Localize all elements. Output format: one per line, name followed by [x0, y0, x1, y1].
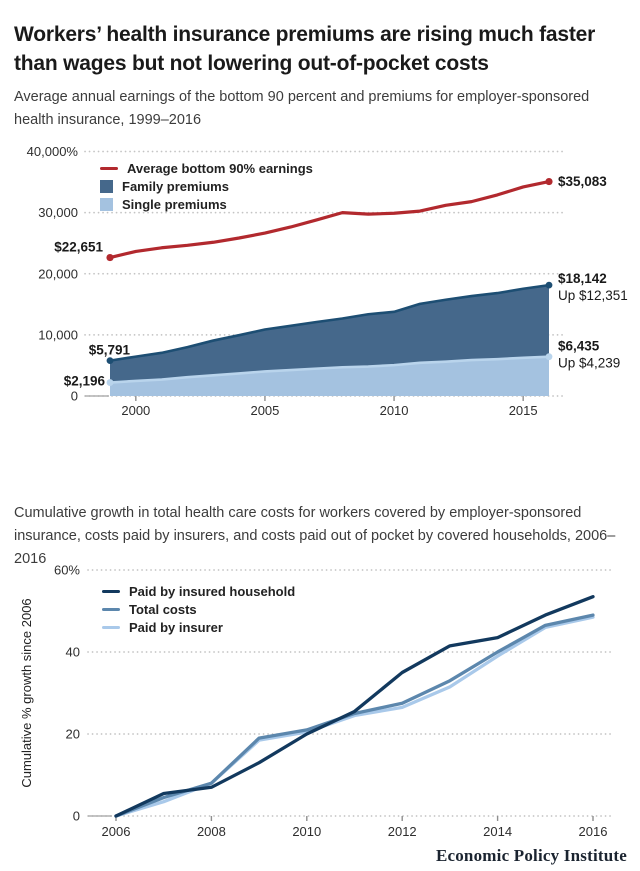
family-delta-label: Up $12,351: [558, 288, 628, 303]
single-end-label: $6,435: [558, 339, 600, 354]
single-endpoint-dot: [545, 353, 553, 361]
chart2-xtick-label: 2016: [579, 824, 608, 839]
family-endpoint-dot: [545, 281, 553, 289]
earnings-end-label: $35,083: [558, 174, 607, 189]
legend-label-earnings: Average bottom 90% earnings: [127, 161, 313, 176]
chart2-subtitle: Cumulative growth in total health care c…: [14, 504, 616, 567]
earnings-start-label: $22,651: [54, 240, 103, 255]
single-premiums-area: [110, 356, 549, 396]
legend-item-family: Family premiums: [100, 179, 313, 194]
legend-label-household: Paid by insured household: [129, 584, 296, 599]
single-premiums-edge: [109, 355, 550, 384]
chart1-ytick-label: 20,000: [38, 266, 78, 281]
earnings-endpoint-dot: [545, 177, 553, 186]
legend-item-household: Paid by insured household: [102, 584, 296, 599]
chart1-legend: Average bottom 90% earnings Family premi…: [100, 161, 313, 212]
chart2-xtick-label: 2014: [483, 824, 512, 839]
chart1-xtick-label: 2015: [509, 403, 538, 418]
legend-label-total: Total costs: [129, 602, 197, 617]
insurer-line-swatch: [102, 625, 120, 630]
family-premiums-swatch: [100, 180, 113, 193]
family-start-label: $5,791: [89, 343, 131, 358]
legend-label-family: Family premiums: [122, 179, 229, 194]
earnings-line-swatch: [100, 166, 118, 171]
cumulative-growth-chart: 60% 40 20 0 2006 2008 2010 2012 2014 2016 Cumulati…: [19, 563, 613, 839]
chart2-xtick-label: 2006: [102, 824, 131, 839]
chart1-xtick-label: 2005: [250, 403, 279, 418]
page-title: Workers’ health insurance premiums are r…: [14, 23, 596, 76]
chart2-ytick-label: 20: [66, 727, 80, 742]
chart1-ytick-label: 30,000: [38, 205, 78, 220]
legend-label-insurer: Paid by insurer: [129, 620, 223, 635]
chart1-ytick-label: 40,000%: [27, 144, 79, 159]
family-endpoint-dot: [106, 357, 114, 365]
legend-item-insurer: Paid by insurer: [102, 620, 295, 635]
chart1-ytick-label: 0: [71, 389, 78, 404]
chart2-ylabel: Cumulative % growth since 2006: [19, 598, 34, 787]
chart1-ytick-label: 10,000: [38, 327, 78, 342]
earnings-premiums-chart: 40,000% 30,000 20,000 10,000 0 2000 2005 2010 20…: [27, 144, 628, 418]
family-end-label: $18,142: [558, 271, 607, 286]
family-premiums-edge: [109, 283, 550, 362]
growth-line-paid-by-insurer: [114, 615, 595, 818]
growth-line-paid-by-insured-household: [114, 595, 595, 818]
chart2-ytick-label: 0: [73, 809, 80, 824]
single-endpoint-dot: [106, 379, 114, 386]
chart2-xtick-label: 2008: [197, 824, 226, 839]
total-costs-line-swatch: [102, 607, 120, 612]
legend-item-earnings: Average bottom 90% earnings: [100, 161, 313, 176]
chart1-xtick-label: 2010: [380, 403, 409, 418]
chart2-xtick-label: 2012: [388, 824, 417, 839]
single-premiums-swatch: [100, 198, 113, 211]
household-line-swatch: [102, 589, 120, 594]
chart2-ytick-label: 60%: [54, 563, 80, 578]
single-start-label: $2,196: [64, 374, 106, 389]
chart2-legend: Paid by insured household Total costs Pa…: [102, 584, 296, 635]
single-delta-label: Up $4,239: [558, 356, 620, 371]
legend-item-single: Single premiums: [100, 197, 313, 212]
earnings-line: [108, 179, 551, 260]
legend-label-single: Single premiums: [122, 197, 227, 212]
legend-item-total: Total costs: [102, 602, 295, 617]
chart2-xtick-label: 2010: [292, 824, 321, 839]
earnings-endpoint-dot: [106, 253, 114, 262]
chart1-xtick-label: 2000: [121, 403, 150, 418]
chart2-ytick-label: 40: [66, 645, 80, 660]
chart1-subtitle: Average annual earnings of the bottom 90…: [14, 88, 590, 128]
epi-wordmark: Economic Policy Institute: [435, 846, 627, 865]
